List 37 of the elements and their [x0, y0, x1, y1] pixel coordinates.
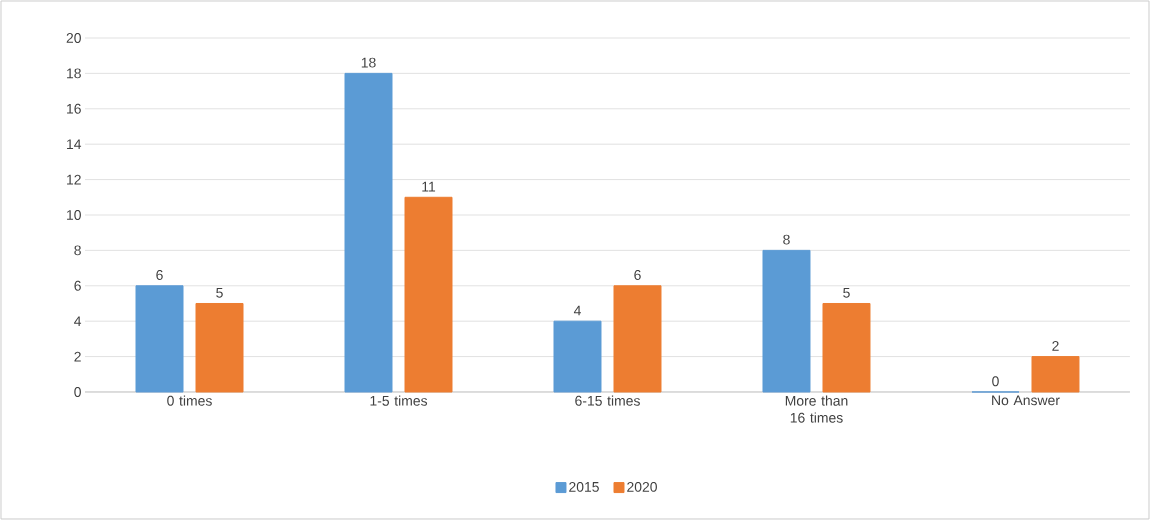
data-label: 8: [783, 234, 790, 245]
bar: [1031, 356, 1080, 393]
bar: [135, 285, 184, 393]
y-tick-label: 16: [67, 103, 81, 114]
legend-label: 2020: [627, 481, 657, 492]
y-tick-label: 2: [74, 351, 81, 362]
y-tick-label: 12: [67, 174, 81, 185]
x-tick-label: No Answer: [992, 395, 1060, 406]
x-tick-label: 6-15 times: [575, 395, 640, 406]
bar: [404, 196, 453, 393]
y-tick-label: 14: [67, 139, 82, 149]
data-label: 11: [422, 181, 436, 192]
data-label: 0: [992, 376, 999, 387]
y-tick-label: 10: [67, 210, 81, 220]
data-label: 6: [634, 270, 641, 280]
y-tick-label: 20: [66, 33, 81, 43]
bar: [762, 249, 811, 393]
y-tick-label: 8: [74, 245, 81, 256]
bar: [822, 302, 871, 393]
bar: [553, 320, 602, 393]
x-tick-label: More than 16 times: [785, 395, 848, 423]
x-tick-label: 0 times: [167, 395, 212, 406]
x-tick-label: 1-5 times: [370, 395, 428, 406]
data-label: 2: [1052, 341, 1059, 351]
data-label: 6: [156, 270, 163, 280]
bar: [613, 285, 662, 393]
data-label: 18: [361, 57, 376, 68]
y-tick-label: 0: [74, 387, 81, 397]
y-tick-label: 18: [67, 68, 81, 79]
bar: [344, 72, 393, 393]
data-label: 5: [843, 287, 850, 298]
legend-label: 2015: [569, 481, 599, 492]
data-label: 5: [216, 287, 223, 298]
y-tick-label: 4: [74, 316, 82, 326]
bar: [195, 302, 244, 393]
y-tick-label: 6: [74, 280, 81, 291]
data-label: 4: [573, 305, 581, 316]
